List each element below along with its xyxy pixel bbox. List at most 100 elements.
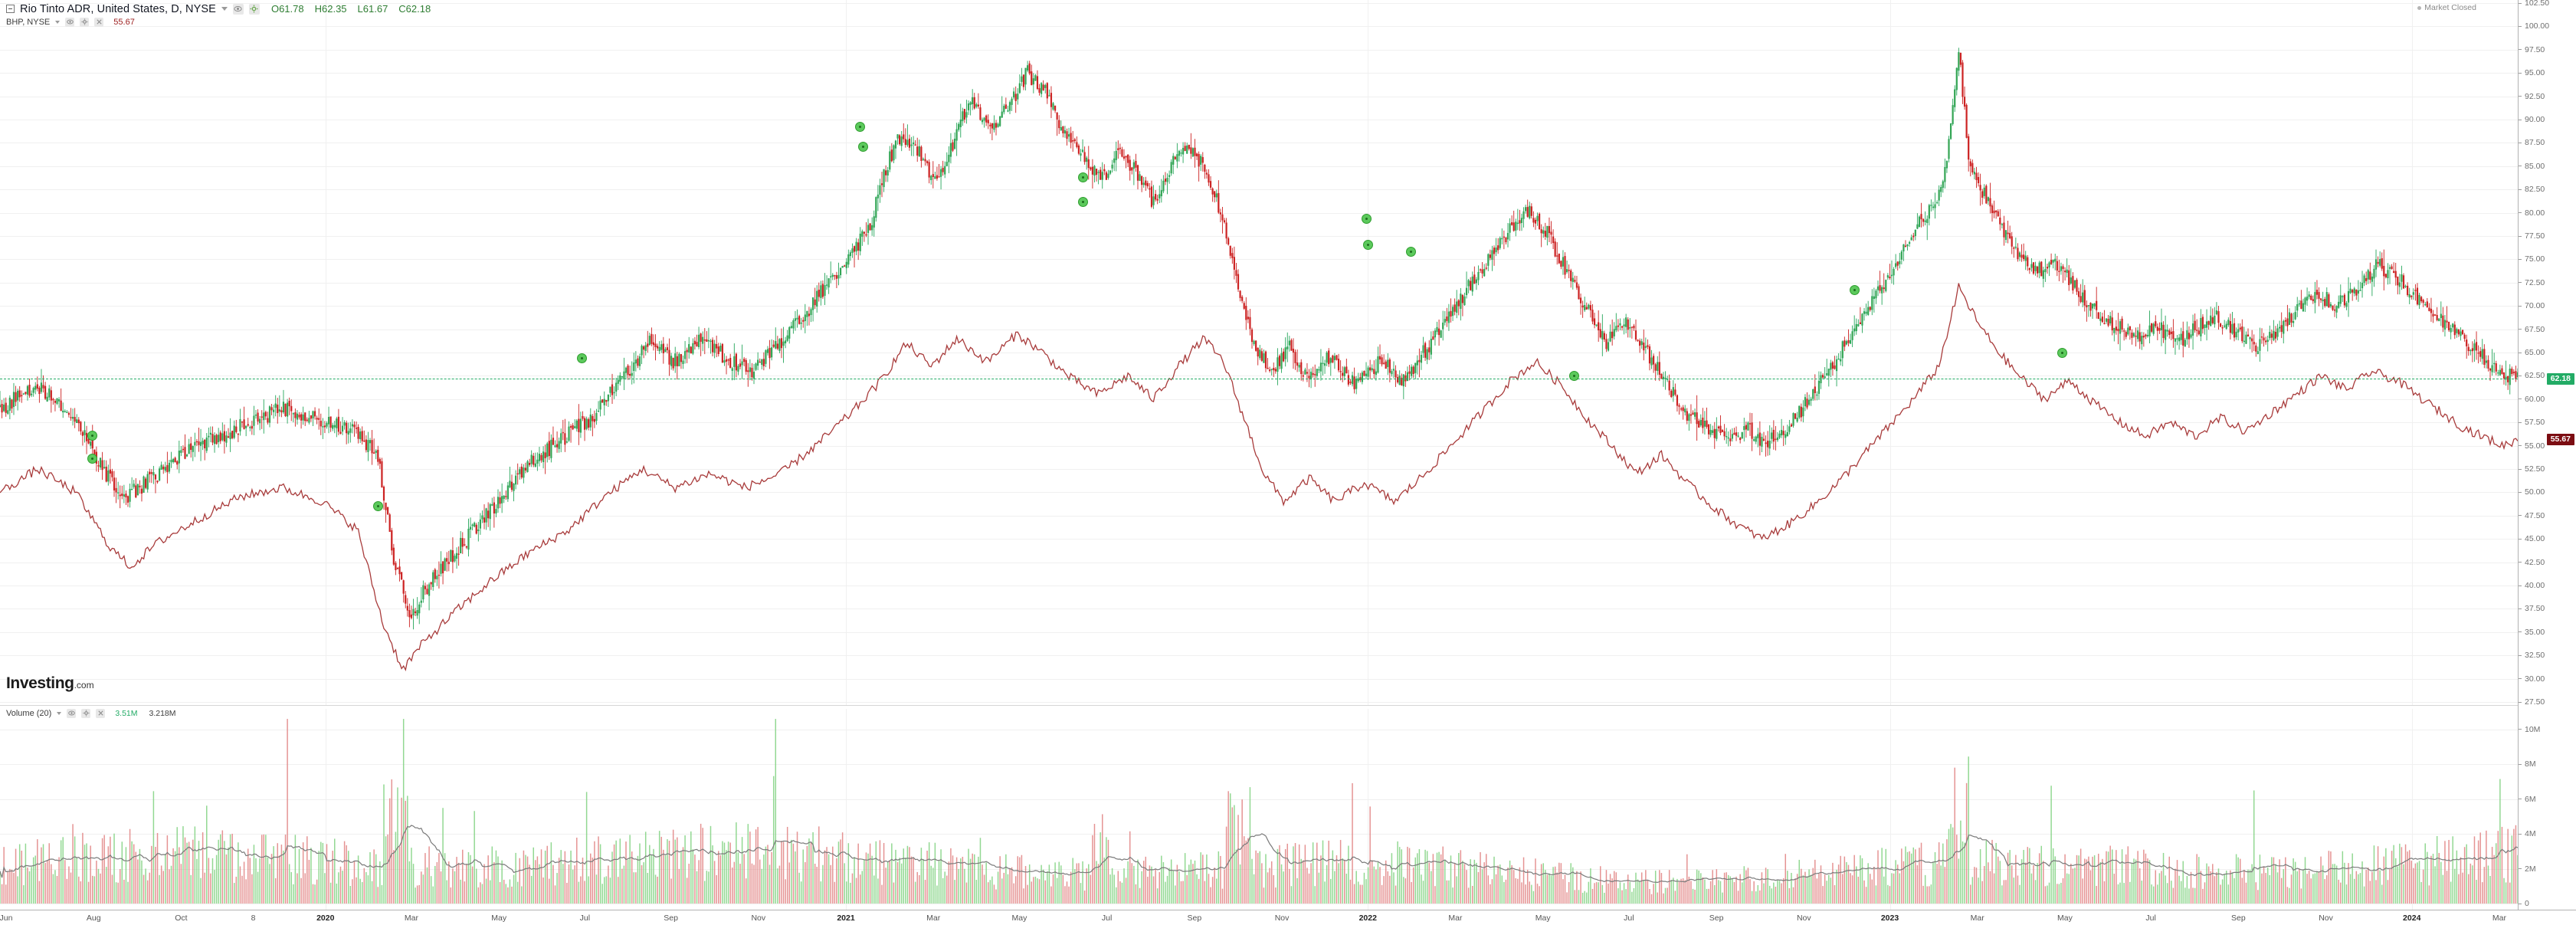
event-marker[interactable] xyxy=(1362,214,1372,224)
minus-box-icon[interactable] xyxy=(6,5,15,13)
event-marker[interactable] xyxy=(372,501,383,511)
gear-icon[interactable] xyxy=(80,17,90,27)
price-tick-label: 77.50 xyxy=(2519,231,2545,241)
gridline xyxy=(0,236,2518,237)
chevron-down-icon[interactable] xyxy=(221,7,228,11)
price-tick-label: 57.50 xyxy=(2519,418,2545,427)
volume-pane[interactable] xyxy=(0,709,2518,910)
price-axis[interactable]: 102.50 100.00 97.50 95.00 92.50 90.00 87.50 85.… xyxy=(2518,0,2576,910)
gridline xyxy=(0,492,2518,494)
time-tick-month: May xyxy=(1011,914,1027,923)
gridline xyxy=(0,445,2518,447)
gridline xyxy=(0,702,2518,703)
eye-icon[interactable] xyxy=(232,3,244,15)
price-tick-label: 50.00 xyxy=(2519,487,2545,497)
event-marker[interactable] xyxy=(855,122,866,132)
ohlc-open: O61.78 xyxy=(270,3,304,15)
price-tick-label: 35.00 xyxy=(2519,628,2545,637)
gridline xyxy=(0,631,2518,633)
event-marker[interactable] xyxy=(858,142,869,152)
gridline xyxy=(0,422,2518,424)
chevron-down-icon[interactable] xyxy=(55,20,61,24)
time-tick-month: Mar xyxy=(1970,914,1984,923)
time-tick-month: Mar xyxy=(404,914,419,923)
time-tick-month: Sep xyxy=(1187,914,1202,923)
pane-divider xyxy=(0,705,2518,706)
event-marker[interactable] xyxy=(1077,197,1088,207)
time-tick-month: Sep xyxy=(664,914,678,923)
compare-symbol-title[interactable]: BHP, NYSE xyxy=(6,17,51,27)
symbol-title[interactable]: Rio Tinto ADR, United States, D, NYSE xyxy=(20,2,216,15)
price-tick-label: 27.50 xyxy=(2519,697,2545,707)
eye-icon[interactable] xyxy=(67,708,77,718)
event-marker[interactable] xyxy=(2057,348,2067,358)
gear-icon[interactable] xyxy=(81,708,91,718)
price-tick-label: 45.00 xyxy=(2519,534,2545,543)
price-tick-label: 47.50 xyxy=(2519,511,2545,520)
price-tick-label: 75.00 xyxy=(2519,254,2545,264)
time-tick-year: 2024 xyxy=(2403,914,2421,923)
event-marker[interactable] xyxy=(1363,240,1374,250)
gridline xyxy=(0,469,2518,470)
gridline xyxy=(0,868,2518,870)
time-tick-year: 2020 xyxy=(316,914,335,923)
time-tick-month: Jul xyxy=(579,914,591,923)
time-axis[interactable]: Jun Aug Oct 8 2020 Mar May Jul Sep Nov 2021 Mar May J… xyxy=(0,910,2576,925)
price-tick-label: 65.00 xyxy=(2519,348,2545,357)
time-tick-month: May xyxy=(1535,914,1551,923)
gridline xyxy=(0,678,2518,680)
market-status: Market Closed xyxy=(2417,3,2476,12)
gridline xyxy=(0,539,2518,540)
volume-tick-label: 4M xyxy=(2519,829,2536,838)
price-tick-label: 62.50 xyxy=(2519,371,2545,380)
volume-title[interactable]: Volume (20) xyxy=(6,708,52,718)
price-tick-label: 102.50 xyxy=(2519,0,2549,8)
gridline xyxy=(0,26,2518,28)
gridline xyxy=(0,3,2518,4)
time-tick-month: May xyxy=(2057,914,2073,923)
compare-value: 55.67 xyxy=(113,17,135,27)
legend-compare-symbol[interactable]: BHP, NYSE 55.67 xyxy=(6,16,135,28)
price-tick-label: 87.50 xyxy=(2519,138,2545,147)
price-tick-label: 67.50 xyxy=(2519,325,2545,334)
time-tick-year: 2022 xyxy=(1358,914,1377,923)
legend-main-symbol[interactable]: Rio Tinto ADR, United States, D, NYSE O6… xyxy=(6,2,431,15)
price-tick-label: 85.00 xyxy=(2519,162,2545,171)
gridline xyxy=(0,259,2518,261)
event-marker[interactable] xyxy=(1850,285,1860,295)
price-tick-label: 32.50 xyxy=(2519,651,2545,660)
event-marker[interactable] xyxy=(577,353,588,363)
price-tick-label: 70.00 xyxy=(2519,301,2545,310)
time-tick-month: Sep xyxy=(1709,914,1724,923)
chevron-down-icon[interactable] xyxy=(57,711,62,715)
time-tick-month: Nov xyxy=(1796,914,1811,923)
gridline xyxy=(1889,709,1891,910)
eye-icon[interactable] xyxy=(65,17,75,27)
price-series-canvas xyxy=(0,48,2518,672)
price-tick-label: 95.00 xyxy=(2519,68,2545,77)
time-tick-month: Nov xyxy=(751,914,766,923)
status-dot-icon xyxy=(2417,5,2422,10)
legend-volume[interactable]: Volume (20) 3.51M 3.218M xyxy=(6,707,176,719)
close-icon[interactable] xyxy=(94,17,104,27)
price-tick-label: 52.50 xyxy=(2519,464,2545,474)
time-tick-month: Mar xyxy=(1448,914,1463,923)
event-marker[interactable] xyxy=(87,431,98,441)
price-pane[interactable]: P xyxy=(0,0,2518,705)
gear-icon[interactable] xyxy=(248,3,260,15)
event-marker[interactable] xyxy=(87,454,98,464)
event-marker[interactable] xyxy=(1406,247,1417,257)
ohlc-low: L61.67 xyxy=(357,3,388,15)
price-tick-label: 30.00 xyxy=(2519,674,2545,684)
event-marker[interactable] xyxy=(1077,172,1088,182)
event-marker[interactable] xyxy=(1568,371,1579,381)
price-tick-label: 80.00 xyxy=(2519,208,2545,218)
ohlc-close: C62.18 xyxy=(398,3,431,15)
volume-ma-value: 3.218M xyxy=(149,708,176,718)
time-tick-month: Oct xyxy=(175,914,188,923)
price-tick-label: 60.00 xyxy=(2519,395,2545,404)
time-tick-month: May xyxy=(491,914,507,923)
close-icon[interactable] xyxy=(96,708,106,718)
gridline xyxy=(0,799,2518,800)
